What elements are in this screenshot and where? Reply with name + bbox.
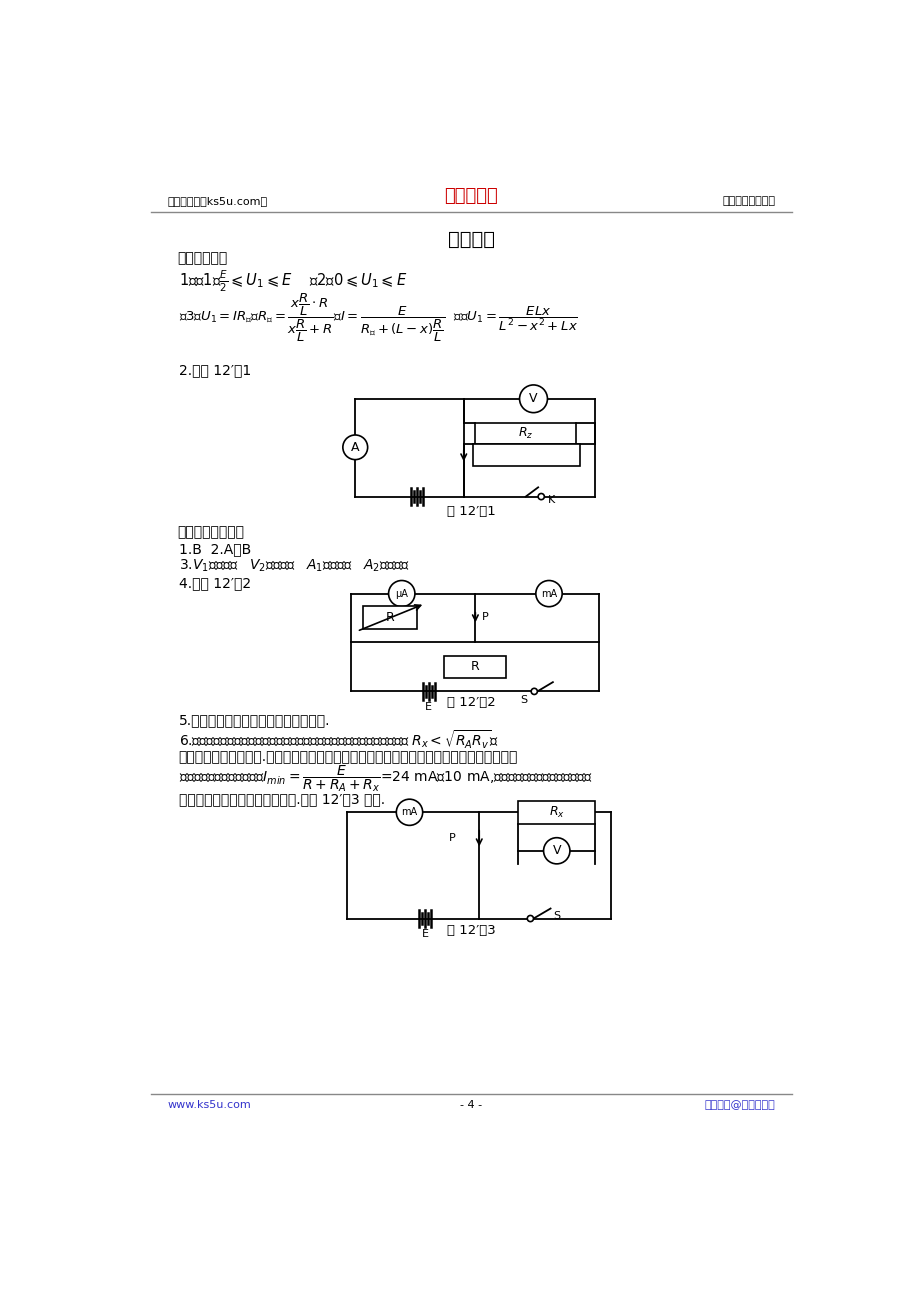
Text: 2.如图 12′－1: 2.如图 12′－1 (178, 363, 251, 378)
Text: 图 12′－3: 图 12′－3 (447, 924, 495, 937)
Text: S: S (553, 911, 561, 922)
Text: 5.电流表示数由大变小，然后由小变大.: 5.电流表示数由大变小，然后由小变大. (178, 713, 330, 728)
Circle shape (343, 435, 368, 460)
Circle shape (538, 493, 544, 500)
Text: - 4 -: - 4 - (460, 1100, 482, 1109)
Text: μA: μA (395, 589, 408, 599)
Text: 图 12′－2: 图 12′－2 (447, 697, 495, 710)
FancyBboxPatch shape (475, 423, 575, 444)
Text: 高考资源网（ks5u.com）: 高考资源网（ks5u.com） (167, 195, 267, 206)
Text: 3.$V_1$示数减小   $V_2$示数增加   $A_1$示数增大   $A_2$示数减小: 3.$V_1$示数减小 $V_2$示数增加 $A_1$示数增大 $A_2$示数减… (178, 557, 409, 574)
Text: 1.B  2.A、B: 1.B 2.A、B (178, 542, 251, 556)
Text: mA: mA (540, 589, 557, 599)
Text: E: E (425, 702, 432, 712)
Text: 1．（1）$\frac{E}{2}\leqslant U_1\leqslant E$    （2）$0\leqslant U_1\leqslant E$: 1．（1）$\frac{E}{2}\leqslant U_1\leqslant … (178, 270, 406, 294)
Circle shape (396, 799, 422, 825)
Text: E: E (421, 930, 428, 939)
Text: 图 12′－1: 图 12′－1 (447, 505, 495, 518)
Text: （3）$U_1=IR_{并}$，$R_{并}=\dfrac{x\dfrac{R}{L}\cdot R}{x\dfrac{R}{L}+R}$，$I=\dfrac{: （3）$U_1=IR_{并}$，$R_{并}=\dfrac{x\dfrac{R}… (178, 292, 577, 344)
Text: A: A (351, 441, 359, 454)
Text: 故滑动变阻器必须采用分压接法.如图 12′－3 所示.: 故滑动变阻器必须采用分压接法.如图 12′－3 所示. (178, 792, 384, 806)
Text: mA: mA (401, 807, 417, 818)
Text: 参考答案: 参考答案 (448, 230, 494, 249)
Text: 高考资源网: 高考资源网 (444, 187, 498, 206)
Text: 故电流表应采用外接法.在控制电路中，若采用变阻器的限流接法，当滑动变阻器阻值调至最: 故电流表应采用外接法.在控制电路中，若采用变阻器的限流接法，当滑动变阻器阻值调至… (178, 751, 517, 764)
Circle shape (388, 581, 414, 607)
Text: 大，通过负载的电流最小，$I_{min}=\dfrac{E}{R+R_A+R_x}$=24 mA＞10 mA,此时电流仍超过电流表的量程，: 大，通过负载的电流最小，$I_{min}=\dfrac{E}{R+R_A+R_x… (178, 763, 592, 794)
Text: 版权所有@高考资源网: 版权所有@高考资源网 (704, 1100, 775, 1109)
FancyBboxPatch shape (363, 605, 417, 629)
Text: R: R (471, 660, 479, 673)
Text: $R_z$: $R_z$ (517, 426, 533, 441)
Text: www.ks5u.com: www.ks5u.com (167, 1100, 251, 1109)
Text: P: P (448, 833, 456, 844)
Text: 4.如图 12′－2: 4.如图 12′－2 (178, 577, 250, 591)
Text: R: R (385, 611, 394, 624)
Text: P: P (481, 612, 488, 622)
Text: S: S (520, 695, 527, 706)
Text: $R_x$: $R_x$ (549, 805, 564, 820)
FancyBboxPatch shape (444, 656, 505, 677)
Text: 6.用伏安法测量电阻有两种连接方式，即电流表的内接法和外接法，由于 $R_x<\sqrt{R_AR_v}$，: 6.用伏安法测量电阻有两种连接方式，即电流表的内接法和外接法，由于 $R_x<\… (178, 729, 498, 751)
Circle shape (527, 915, 533, 922)
Text: 您身边的高考专家: 您身边的高考专家 (721, 195, 775, 206)
Text: V: V (528, 392, 538, 405)
Text: V: V (552, 844, 561, 857)
Text: K: K (547, 496, 554, 505)
Circle shape (530, 689, 537, 694)
Text: ［斩灭难点训练］: ［斩灭难点训练］ (176, 525, 244, 539)
FancyBboxPatch shape (472, 444, 579, 466)
Circle shape (535, 581, 562, 607)
Circle shape (543, 837, 569, 863)
FancyBboxPatch shape (517, 801, 595, 824)
Circle shape (519, 385, 547, 413)
Text: ［难点磁场］: ［难点磁场］ (176, 251, 227, 266)
